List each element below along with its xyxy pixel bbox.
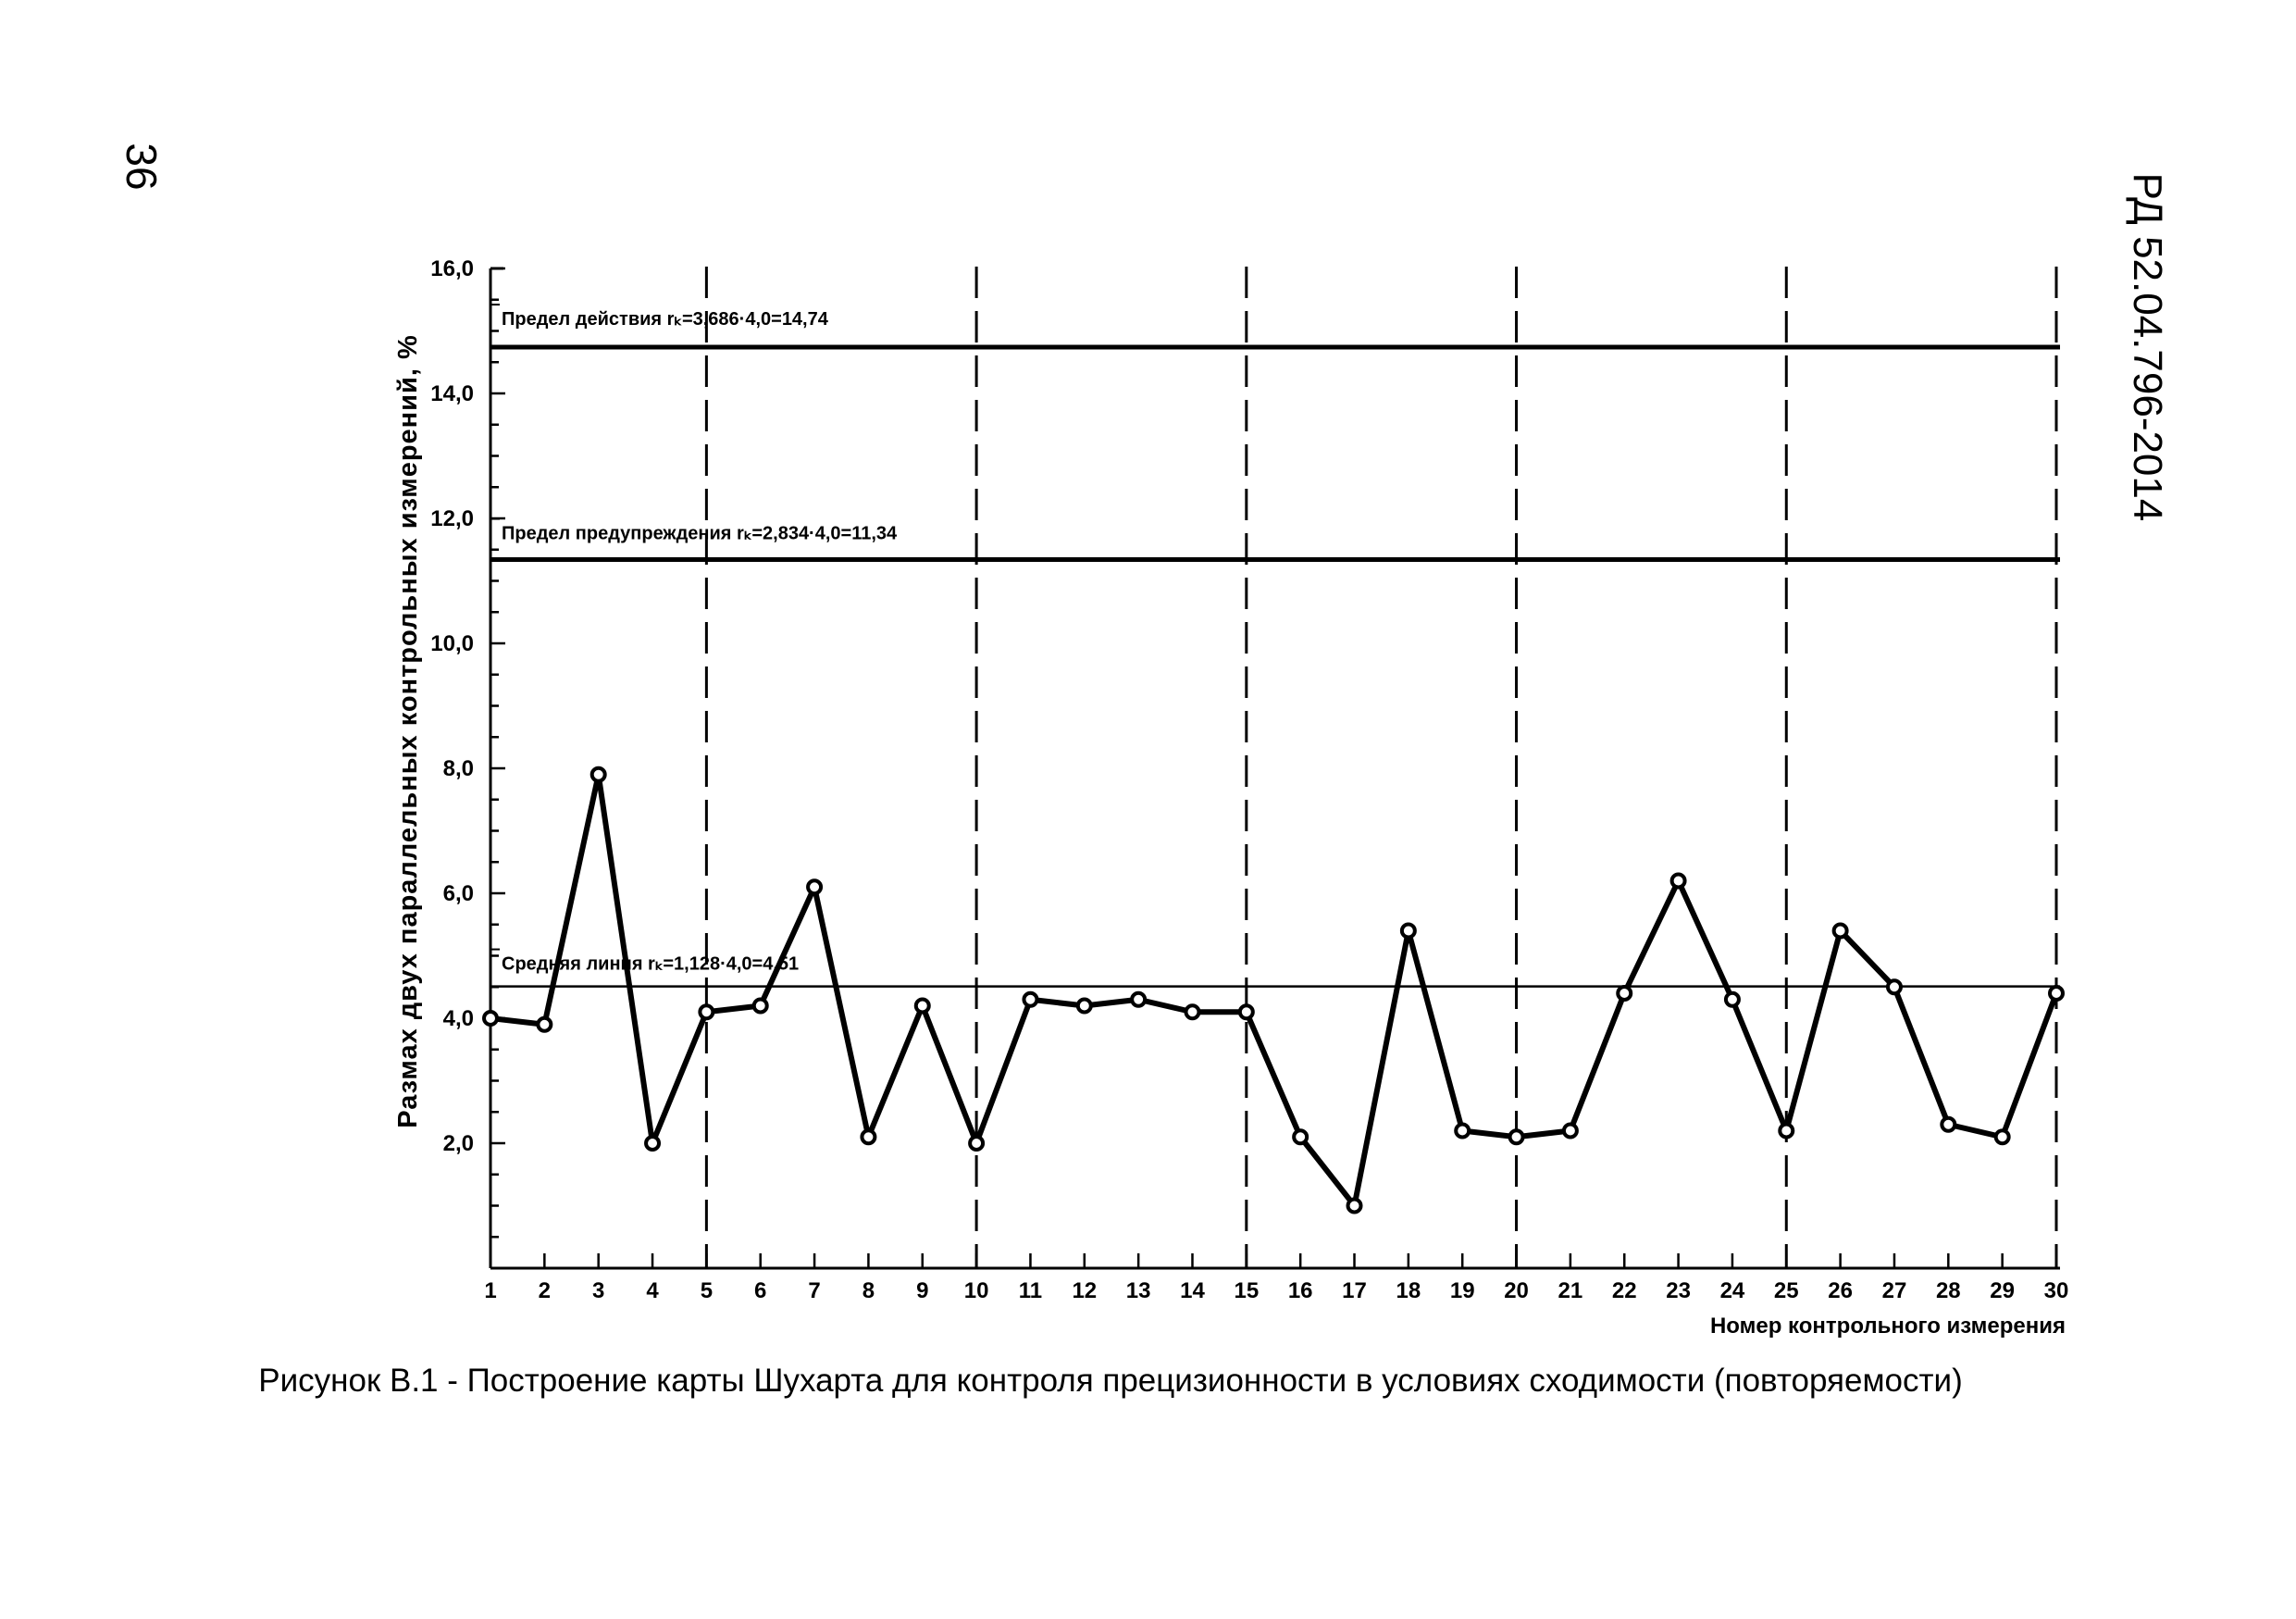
x-tick-label: 17 — [1342, 1278, 1367, 1303]
y-tick-label: 4,0 — [443, 1006, 474, 1031]
x-tick-label: 9 — [916, 1278, 928, 1303]
data-point — [1292, 1128, 1309, 1146]
data-point — [644, 1135, 662, 1152]
y-tick-label: 6,0 — [443, 881, 474, 906]
x-tick-label: 11 — [1019, 1278, 1042, 1303]
data-point — [1778, 1122, 1795, 1140]
x-tick-label: 26 — [1828, 1278, 1853, 1303]
x-tick-label: 30 — [2044, 1278, 2069, 1303]
figure-caption: Рисунок В.1 - Построение карты Шухарта д… — [258, 1363, 1963, 1399]
data-point — [1399, 922, 1417, 940]
data-point — [1454, 1122, 1471, 1140]
x-tick-label: 14 — [1180, 1278, 1205, 1303]
data-point — [1508, 1128, 1525, 1146]
x-tick-label: 4 — [646, 1278, 659, 1303]
data-point — [536, 1015, 553, 1033]
data-point — [1184, 1003, 1201, 1021]
data-point — [751, 997, 769, 1015]
data-point — [1885, 978, 1903, 996]
series-line — [490, 771, 2059, 1209]
data-point — [1022, 990, 1039, 1008]
data-point — [1723, 990, 1741, 1008]
x-tick-label: 21 — [1558, 1278, 1583, 1303]
data-point — [1561, 1122, 1579, 1140]
x-tick-label: 10 — [964, 1278, 989, 1303]
x-tick-label: 23 — [1666, 1278, 1691, 1303]
y-tick-label: 16,0 — [430, 256, 474, 281]
x-tick-label: 19 — [1450, 1278, 1475, 1303]
data-point — [1993, 1128, 2011, 1146]
data-point — [2048, 985, 2065, 1002]
data-point — [968, 1135, 986, 1152]
y-tick-label: 10,0 — [430, 631, 474, 656]
x-tick-label: 12 — [1072, 1278, 1097, 1303]
x-tick-label: 5 — [701, 1278, 713, 1303]
x-tick-label: 25 — [1774, 1278, 1799, 1303]
data-point — [1130, 990, 1148, 1008]
x-tick-label: 13 — [1126, 1278, 1151, 1303]
x-tick-label: 27 — [1882, 1278, 1907, 1303]
dashed-verticals — [704, 267, 2058, 1268]
data-point — [806, 878, 824, 896]
limit-label: Средняя линия rₖ=1,128·4,0=4,51 — [502, 954, 799, 975]
x-tick-label: 15 — [1234, 1278, 1259, 1303]
x-tick-label: 20 — [1504, 1278, 1529, 1303]
x-tick-label: 1 — [484, 1278, 496, 1303]
x-tick-label: 6 — [754, 1278, 766, 1303]
limit-lines: Предел действия rₖ=3,686·4,0=14,74 Предел… — [490, 304, 2060, 988]
data-point — [1237, 1003, 1255, 1021]
data-point — [482, 1010, 499, 1027]
y-tick-label: 12,0 — [430, 506, 474, 531]
data-point — [1075, 997, 1093, 1015]
data-point — [1831, 922, 1849, 940]
data-point — [590, 766, 607, 783]
data-point — [913, 997, 931, 1015]
x-tick-label: 3 — [592, 1278, 604, 1303]
y-tick-label: 14,0 — [430, 381, 474, 406]
x-tick-label: 8 — [863, 1278, 875, 1303]
limit-label: Предел действия rₖ=3,686·4,0=14,74 — [502, 309, 829, 330]
limit-label: Предел предупреждения rₖ=2,834·4,0=11,34 — [502, 524, 898, 544]
data-series — [482, 766, 2065, 1214]
data-point — [1940, 1115, 1957, 1133]
data-point — [1616, 985, 1633, 1002]
x-tick-label: 2 — [539, 1278, 551, 1303]
axes: 2,04,06,08,010,012,014,016,01 2 3 4 5 6 7 8 9 10 1… — [430, 256, 2068, 1303]
x-tick-label: 7 — [808, 1278, 820, 1303]
x-tick-label: 29 — [1990, 1278, 2015, 1303]
x-tick-label: 18 — [1396, 1278, 1421, 1303]
data-point — [1346, 1197, 1363, 1214]
y-tick-label: 8,0 — [443, 756, 474, 781]
data-point — [1669, 872, 1687, 890]
x-axis-label: Номер контрольного измерения — [1710, 1314, 2066, 1339]
y-tick-label: 2,0 — [443, 1131, 474, 1156]
x-tick-label: 28 — [1936, 1278, 1961, 1303]
data-point — [698, 1003, 715, 1021]
x-tick-label: 24 — [1720, 1278, 1745, 1303]
x-tick-label: 16 — [1288, 1278, 1313, 1303]
x-tick-label: 22 — [1612, 1278, 1637, 1303]
data-point — [860, 1128, 877, 1146]
